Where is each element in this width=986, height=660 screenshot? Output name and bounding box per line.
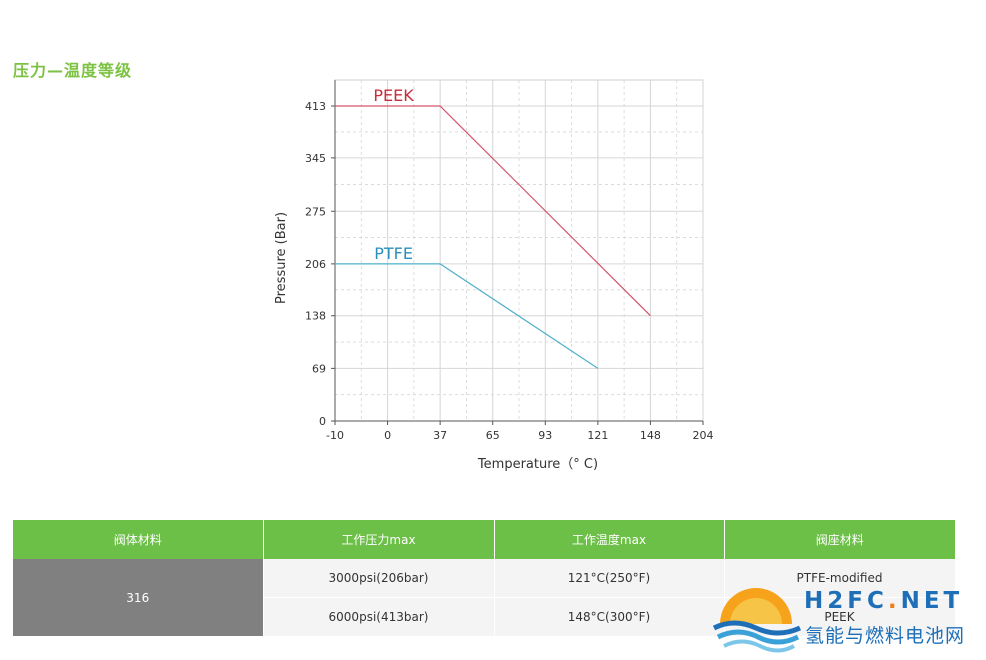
- chart-series: PEEK PTFE: [335, 86, 651, 369]
- x-tick-label: 0: [384, 429, 391, 442]
- temperature-cell: 121°C(250°F): [494, 559, 725, 598]
- x-tick-label: 148: [640, 429, 661, 442]
- x-tick-label: -10: [326, 429, 344, 442]
- header-seat-material: 阀座材料: [724, 520, 955, 559]
- header-body-material: 阀体材料: [13, 520, 264, 559]
- x-tick-label: 93: [538, 429, 552, 442]
- table-row: 316 3000psi(206bar) 121°C(250°F) PTFE-mo…: [13, 559, 956, 637]
- y-tick-label: 345: [305, 152, 326, 165]
- y-tick-label: 206: [305, 258, 326, 271]
- temperature-cell: 148°C(300°F): [494, 597, 725, 637]
- watermark: H2FC.NET 氢能与燃料电池网: [712, 584, 986, 654]
- y-tick-label: 69: [312, 362, 326, 375]
- y-axis-label: Pressure (Bar): [274, 212, 289, 304]
- x-tick-label: 37: [433, 429, 447, 442]
- x-tick-label: 65: [486, 429, 500, 442]
- header-max-pressure: 工作压力max: [263, 520, 495, 559]
- y-tick-label: 413: [305, 100, 326, 113]
- x-tick-label: 204: [693, 429, 714, 442]
- y-tick-label: 0: [319, 415, 326, 428]
- pressure-cell: 3000psi(206bar): [263, 559, 495, 598]
- table-header-row: 阀体材料 工作压力max 工作温度max 阀座材料: [13, 520, 955, 559]
- watermark-site-name: H2FC.NET: [804, 588, 964, 614]
- x-axis-label: Temperature（° C): [477, 457, 598, 472]
- watermark-chinese-name: 氢能与燃料电池网: [805, 625, 966, 647]
- header-max-temperature: 工作温度max: [494, 520, 725, 559]
- pressure-cell: 6000psi(413bar): [263, 597, 495, 637]
- body-material-cell: 316: [13, 559, 264, 637]
- y-tick-label: 138: [305, 310, 326, 323]
- chart-grid: [334, 79, 704, 422]
- x-tick-label: 121: [587, 429, 608, 442]
- series-label-peek: PEEK: [373, 86, 414, 105]
- watermark-logo: [712, 588, 802, 653]
- section-title: 压力—温度等级: [13, 61, 133, 80]
- series-label-ptfe: PTFE: [374, 244, 413, 263]
- series-line-ptfe: [335, 263, 599, 369]
- series-line-peek: [335, 105, 651, 317]
- y-tick-label: 275: [305, 205, 326, 218]
